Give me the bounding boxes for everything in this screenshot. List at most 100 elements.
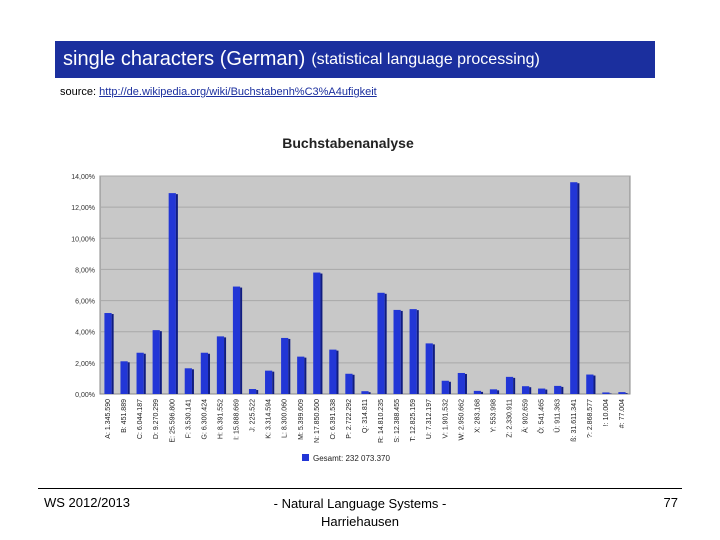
y-tick-label: 2,00% bbox=[75, 361, 95, 368]
source-link[interactable]: http://de.wikipedia.org/wiki/Buchstabenh… bbox=[99, 86, 377, 98]
bar-side bbox=[256, 390, 259, 394]
bar bbox=[168, 193, 176, 394]
bar bbox=[425, 343, 433, 394]
slide-title: single characters (German) bbox=[63, 48, 306, 70]
bar bbox=[554, 385, 562, 394]
bar bbox=[393, 309, 401, 394]
x-tick-label: K: 3.314.594 bbox=[266, 399, 273, 439]
bar-side bbox=[368, 392, 371, 394]
y-tick-label: 14,00% bbox=[71, 174, 95, 181]
x-tick-label: S: 12.388.455 bbox=[394, 399, 401, 443]
bar bbox=[200, 352, 209, 394]
x-tick-label: W: 2.950.662 bbox=[458, 399, 465, 441]
bar bbox=[361, 391, 369, 394]
bar bbox=[216, 336, 225, 394]
bar bbox=[232, 286, 241, 394]
footer-course: - Natural Language Systems - Harriehause… bbox=[273, 496, 447, 529]
y-tick-label: 12,00% bbox=[71, 205, 95, 212]
x-tick-label: T: 12.825.159 bbox=[410, 399, 417, 442]
bar-side bbox=[432, 344, 435, 394]
bar bbox=[136, 352, 144, 394]
bar-side bbox=[111, 314, 114, 394]
x-tick-label: O: 6.391.538 bbox=[330, 399, 337, 440]
bar bbox=[313, 272, 321, 394]
bar bbox=[265, 370, 273, 394]
bar bbox=[104, 313, 112, 394]
y-tick-label: 4,00% bbox=[75, 330, 95, 337]
bar bbox=[538, 388, 546, 394]
letter-frequency-chart: Buchstabenanalyse 0,00% 2,00% 4,00% 6,00% 8,0… bbox=[71, 135, 631, 463]
x-tick-label: G: 6.300.424 bbox=[201, 399, 208, 440]
bar-side bbox=[416, 310, 419, 394]
bar-side bbox=[304, 357, 307, 394]
bar-side bbox=[224, 337, 227, 394]
bar bbox=[602, 392, 610, 394]
bar-side bbox=[384, 293, 387, 394]
x-tick-label: ?: 2.868.577 bbox=[587, 399, 594, 438]
x-tick-label: E: 25.596.800 bbox=[169, 399, 176, 443]
x-tick-label: F: 3.530.141 bbox=[185, 399, 192, 438]
legend-label: Gesamt: 232 073.370 bbox=[313, 454, 390, 463]
bar-side bbox=[625, 393, 628, 394]
x-tick-label: ß: 31.611.341 bbox=[571, 399, 578, 442]
bar-side bbox=[448, 381, 451, 394]
x-tick-label: Ö: 541.465 bbox=[538, 399, 546, 434]
bar bbox=[409, 309, 417, 394]
bar-side bbox=[593, 375, 596, 394]
bar-side bbox=[272, 371, 275, 394]
footer-semester: WS 2012/2013 bbox=[44, 495, 131, 510]
bar bbox=[281, 337, 289, 394]
bar bbox=[570, 182, 578, 394]
y-tick-label: 0,00% bbox=[75, 392, 95, 399]
x-tick-label: N: 17.850.500 bbox=[314, 399, 321, 443]
bar-side bbox=[464, 373, 467, 394]
bar-side bbox=[288, 338, 291, 394]
bar bbox=[248, 389, 257, 394]
legend-swatch bbox=[302, 454, 309, 461]
bar-side bbox=[191, 369, 194, 394]
bar-side bbox=[481, 391, 484, 394]
bar bbox=[441, 380, 449, 394]
bar bbox=[345, 373, 353, 394]
x-tick-label: #: 77.004 bbox=[619, 399, 626, 428]
x-tick-label: R: 14.810.235 bbox=[378, 399, 385, 443]
x-tick-label: D: 9.270.299 bbox=[153, 399, 160, 439]
bar bbox=[152, 330, 160, 394]
bar-side bbox=[561, 386, 564, 394]
bar bbox=[184, 368, 192, 394]
x-tick-label: P: 2.722.292 bbox=[346, 399, 353, 439]
bar-side bbox=[529, 387, 532, 394]
x-tick-label: X: 283.168 bbox=[474, 399, 481, 433]
slide-title-bar: single characters (German) (statistical … bbox=[55, 41, 655, 78]
bar bbox=[297, 356, 305, 394]
bar-side bbox=[577, 183, 580, 394]
bar bbox=[489, 389, 498, 394]
bar-side bbox=[159, 331, 162, 394]
bar-side bbox=[143, 353, 146, 394]
y-tick-label: 8,00% bbox=[75, 267, 95, 274]
y-tick-label: 10,00% bbox=[71, 236, 95, 243]
x-tick-label: Z: 2.330.911 bbox=[507, 399, 514, 438]
x-tick-label: C: 6.044.187 bbox=[137, 399, 144, 439]
bar bbox=[457, 372, 465, 394]
bar bbox=[329, 349, 337, 394]
bar-side bbox=[127, 362, 130, 394]
bar-side bbox=[352, 374, 355, 394]
x-tick-label: Ü: 911.363 bbox=[554, 399, 562, 433]
bar bbox=[120, 361, 128, 394]
bar bbox=[473, 390, 482, 394]
plot-area bbox=[99, 175, 631, 395]
x-tick-label: H: 8.391.552 bbox=[217, 399, 224, 439]
bar-side bbox=[240, 287, 243, 394]
bar bbox=[586, 374, 594, 394]
x-tick-label: !: 10.004 bbox=[603, 399, 610, 426]
x-tick-label: Y: 553.998 bbox=[490, 399, 497, 433]
x-tick-label: J: 225.522 bbox=[250, 399, 257, 432]
x-tick-label: U: 7.312.197 bbox=[426, 399, 433, 439]
x-tick-label: B: 451.889 bbox=[121, 399, 128, 433]
x-tick-label: M: 5.399.609 bbox=[298, 399, 305, 440]
bar bbox=[505, 376, 514, 394]
footer-divider bbox=[38, 488, 682, 489]
bar-side bbox=[545, 389, 548, 394]
x-tick-label: A: 1.345.590 bbox=[105, 399, 112, 439]
